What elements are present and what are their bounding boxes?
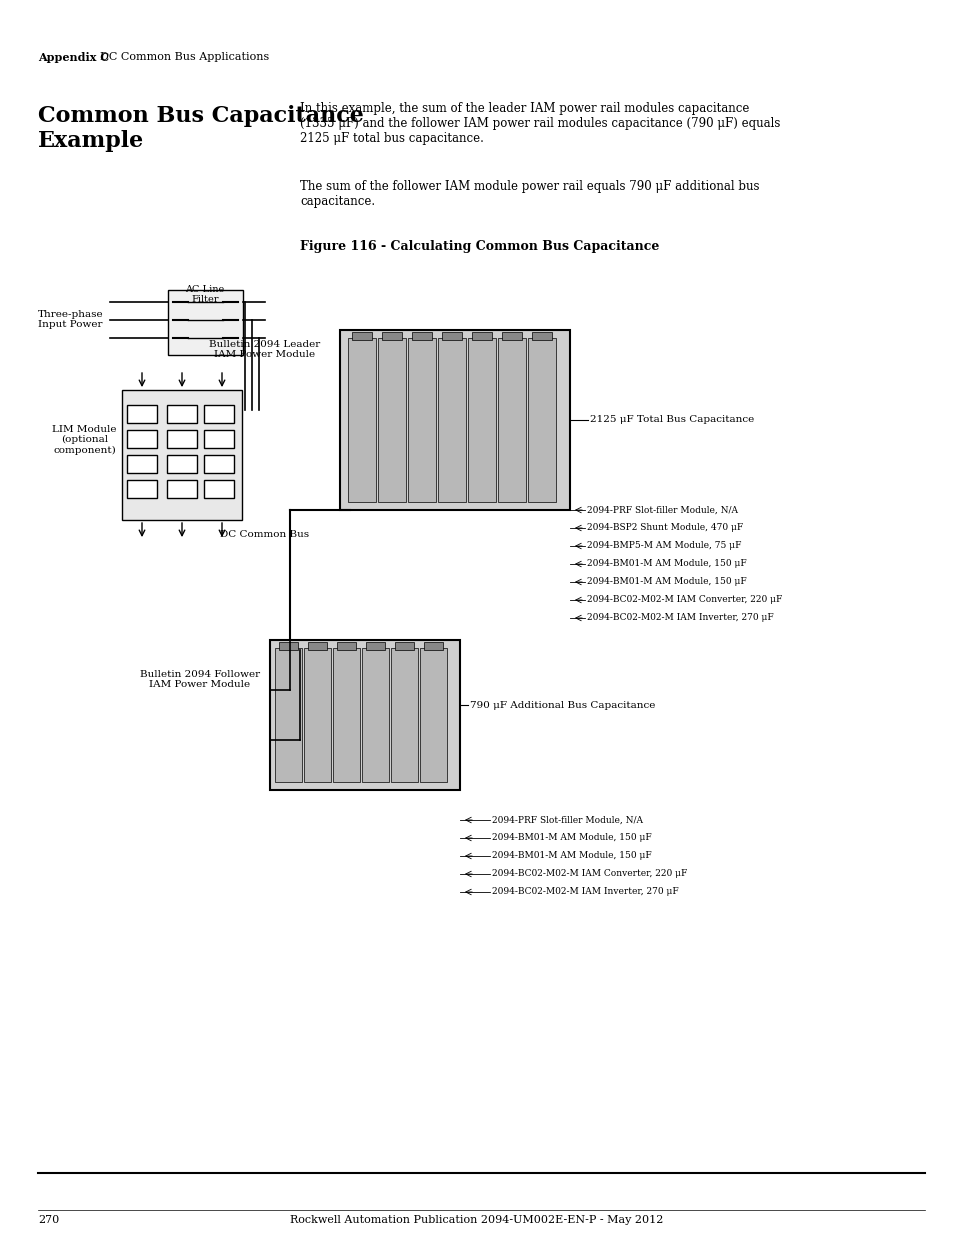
Bar bbox=[352, 332, 372, 340]
Text: Appendix C: Appendix C bbox=[38, 52, 109, 63]
Bar bbox=[339, 330, 569, 510]
Bar bbox=[167, 454, 196, 473]
Bar bbox=[412, 332, 432, 340]
Bar bbox=[308, 642, 327, 650]
Bar bbox=[366, 642, 385, 650]
Text: 2125 μF Total Bus Capacitance: 2125 μF Total Bus Capacitance bbox=[589, 415, 754, 425]
Bar bbox=[441, 332, 461, 340]
Text: 2094-BC02-M02-M IAM Converter, 220 μF: 2094-BC02-M02-M IAM Converter, 220 μF bbox=[492, 869, 687, 878]
Text: 2094-BC02-M02-M IAM Inverter, 270 μF: 2094-BC02-M02-M IAM Inverter, 270 μF bbox=[586, 614, 773, 622]
Bar bbox=[419, 648, 447, 782]
Bar bbox=[532, 332, 552, 340]
Bar bbox=[168, 290, 243, 354]
Bar bbox=[395, 642, 414, 650]
Bar bbox=[167, 430, 196, 448]
Bar bbox=[468, 338, 496, 501]
Bar bbox=[204, 480, 233, 498]
Bar bbox=[472, 332, 492, 340]
Text: Common Bus Capacitance: Common Bus Capacitance bbox=[38, 105, 363, 127]
Text: 2094-BMP5-M AM Module, 75 μF: 2094-BMP5-M AM Module, 75 μF bbox=[586, 541, 740, 551]
Text: Figure 116 - Calculating Common Bus Capacitance: Figure 116 - Calculating Common Bus Capa… bbox=[299, 240, 659, 253]
Text: Bulletin 2094 Leader
IAM Power Module: Bulletin 2094 Leader IAM Power Module bbox=[209, 340, 320, 359]
Text: 2094-BM01-M AM Module, 150 μF: 2094-BM01-M AM Module, 150 μF bbox=[586, 578, 746, 587]
Text: 2094-BM01-M AM Module, 150 μF: 2094-BM01-M AM Module, 150 μF bbox=[492, 851, 651, 861]
Text: Example: Example bbox=[38, 130, 144, 152]
Bar bbox=[381, 332, 401, 340]
Bar bbox=[497, 338, 525, 501]
Bar bbox=[423, 642, 442, 650]
Text: Rockwell Automation Publication 2094-UM002E-EN-P - May 2012: Rockwell Automation Publication 2094-UM0… bbox=[290, 1215, 663, 1225]
Text: 2094-BC02-M02-M IAM Inverter, 270 μF: 2094-BC02-M02-M IAM Inverter, 270 μF bbox=[492, 888, 678, 897]
Text: AC Line
Filter: AC Line Filter bbox=[185, 285, 224, 304]
Bar bbox=[204, 430, 233, 448]
Text: 2094-PRF Slot-filler Module, N/A: 2094-PRF Slot-filler Module, N/A bbox=[586, 505, 738, 515]
Text: 2094-PRF Slot-filler Module, N/A: 2094-PRF Slot-filler Module, N/A bbox=[492, 815, 642, 825]
Bar bbox=[278, 642, 297, 650]
Bar bbox=[127, 430, 157, 448]
Text: Three-phase
Input Power: Three-phase Input Power bbox=[38, 310, 104, 330]
Bar bbox=[361, 648, 389, 782]
Text: The sum of the follower IAM module power rail equals 790 μF additional bus
capac: The sum of the follower IAM module power… bbox=[299, 180, 759, 207]
Bar bbox=[348, 338, 375, 501]
Text: 2094-BSP2 Shunt Module, 470 μF: 2094-BSP2 Shunt Module, 470 μF bbox=[586, 524, 742, 532]
Text: 2094-BC02-M02-M IAM Converter, 220 μF: 2094-BC02-M02-M IAM Converter, 220 μF bbox=[586, 595, 781, 604]
Bar bbox=[167, 480, 196, 498]
Text: LIM Module
(optional
component): LIM Module (optional component) bbox=[52, 425, 117, 454]
Bar bbox=[270, 640, 459, 790]
Bar bbox=[127, 480, 157, 498]
Bar bbox=[527, 338, 556, 501]
Text: Bulletin 2094 Follower
IAM Power Module: Bulletin 2094 Follower IAM Power Module bbox=[140, 671, 260, 689]
Bar bbox=[304, 648, 331, 782]
Text: DC Common Bus Applications: DC Common Bus Applications bbox=[100, 52, 269, 62]
Bar bbox=[336, 642, 355, 650]
Text: 790 μF Additional Bus Capacitance: 790 μF Additional Bus Capacitance bbox=[470, 700, 655, 709]
Bar bbox=[204, 454, 233, 473]
Text: 2094-BM01-M AM Module, 150 μF: 2094-BM01-M AM Module, 150 μF bbox=[586, 559, 746, 568]
Bar bbox=[127, 405, 157, 424]
Bar bbox=[501, 332, 521, 340]
Text: In this example, the sum of the leader IAM power rail modules capacitance
(1335 : In this example, the sum of the leader I… bbox=[299, 103, 780, 144]
Bar bbox=[274, 648, 302, 782]
Bar bbox=[204, 405, 233, 424]
Bar bbox=[127, 454, 157, 473]
Bar bbox=[167, 405, 196, 424]
Text: DC Common Bus: DC Common Bus bbox=[220, 530, 309, 538]
Bar bbox=[333, 648, 359, 782]
Bar bbox=[408, 338, 436, 501]
Bar bbox=[391, 648, 417, 782]
Text: 270: 270 bbox=[38, 1215, 59, 1225]
Bar bbox=[122, 390, 242, 520]
Bar bbox=[377, 338, 406, 501]
Bar bbox=[437, 338, 465, 501]
Text: 2094-BM01-M AM Module, 150 μF: 2094-BM01-M AM Module, 150 μF bbox=[492, 834, 651, 842]
